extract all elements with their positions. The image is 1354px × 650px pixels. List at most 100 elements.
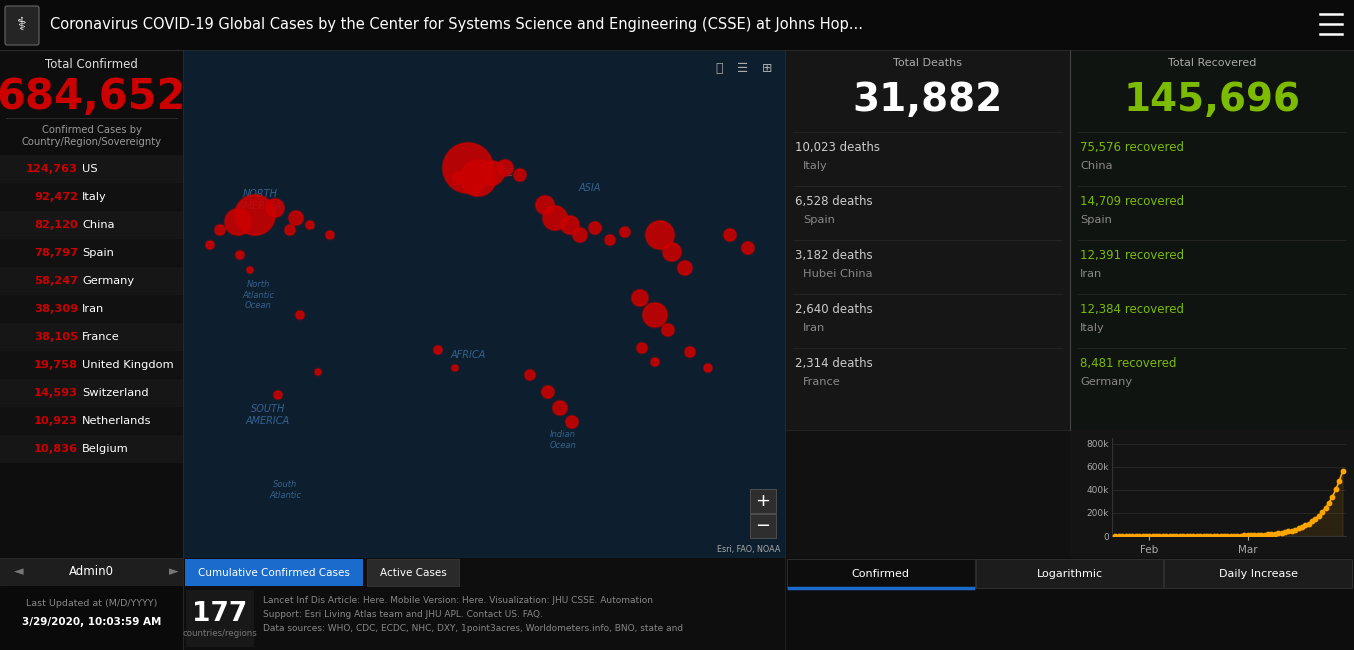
Point — [1298, 518, 1320, 528]
Circle shape — [225, 209, 250, 235]
Text: China: China — [1080, 161, 1113, 171]
Circle shape — [573, 228, 588, 242]
Point — [1308, 510, 1330, 521]
Point — [1121, 530, 1143, 541]
Circle shape — [566, 416, 578, 428]
Bar — [0, 558, 183, 585]
Text: Iran: Iran — [803, 323, 825, 333]
Point — [1200, 530, 1221, 541]
Text: +: + — [756, 492, 770, 510]
Text: 12,384 recovered: 12,384 recovered — [1080, 304, 1183, 317]
Point — [1114, 530, 1136, 541]
Text: Germany: Germany — [1080, 377, 1132, 387]
Point — [1292, 522, 1313, 532]
Text: Total Confirmed: Total Confirmed — [45, 57, 138, 70]
Text: 92,472: 92,472 — [34, 192, 79, 202]
Circle shape — [470, 185, 481, 195]
Point — [1250, 530, 1271, 540]
Circle shape — [742, 242, 754, 254]
Bar — [0, 211, 183, 239]
Circle shape — [236, 195, 275, 235]
Circle shape — [452, 172, 464, 184]
Point — [1206, 530, 1228, 541]
Text: Indian
Ocean: Indian Ocean — [550, 430, 577, 450]
Circle shape — [481, 161, 504, 185]
Bar — [367, 559, 459, 586]
Circle shape — [542, 386, 554, 398]
Point — [1319, 497, 1340, 508]
Point — [1236, 530, 1258, 541]
Point — [1281, 525, 1303, 536]
Text: 14,593: 14,593 — [34, 388, 79, 398]
Bar — [0, 155, 183, 183]
Point — [1267, 528, 1289, 538]
Bar — [183, 588, 785, 650]
Text: North
Atlantic
Ocean: North Atlantic Ocean — [242, 280, 274, 310]
Text: 684,652: 684,652 — [0, 76, 187, 118]
Circle shape — [536, 196, 554, 214]
Text: China: China — [83, 220, 115, 230]
Point — [1305, 514, 1327, 524]
Text: US: US — [83, 164, 97, 174]
Bar — [1164, 559, 1353, 588]
Text: 8,481 recovered: 8,481 recovered — [1080, 358, 1177, 370]
Text: Netherlands: Netherlands — [83, 416, 152, 426]
Point — [1261, 529, 1282, 539]
Circle shape — [215, 225, 225, 235]
Circle shape — [552, 401, 567, 415]
Bar — [185, 590, 255, 647]
Point — [1322, 491, 1343, 502]
Text: 10,023 deaths: 10,023 deaths — [795, 142, 880, 155]
Text: 3,182 deaths: 3,182 deaths — [795, 250, 872, 263]
Point — [1196, 530, 1217, 541]
Text: Esri, FAO, NOAA: Esri, FAO, NOAA — [716, 545, 780, 554]
Point — [1118, 530, 1140, 541]
Text: Spain: Spain — [1080, 215, 1112, 225]
Text: Switzerland: Switzerland — [83, 388, 149, 398]
Bar — [0, 50, 183, 650]
Text: Iran: Iran — [1080, 269, 1102, 279]
Text: Data sources: WHO, CDC, ECDC, NHC, DXY, 1point3acres, Worldometers.info, BNO, st: Data sources: WHO, CDC, ECDC, NHC, DXY, … — [263, 624, 684, 633]
Bar — [0, 379, 183, 407]
Circle shape — [605, 235, 615, 245]
Text: 58,247: 58,247 — [34, 276, 79, 286]
Point — [1332, 466, 1354, 476]
Circle shape — [651, 358, 659, 366]
Point — [1278, 526, 1300, 537]
Bar — [185, 559, 363, 586]
Text: Confirmed Cases by
Country/Region/Sovereignty: Confirmed Cases by Country/Region/Sovere… — [22, 125, 161, 147]
Point — [1186, 530, 1208, 541]
Point — [1223, 530, 1244, 541]
Point — [1148, 530, 1170, 541]
Text: France: France — [803, 377, 841, 387]
Circle shape — [543, 206, 567, 230]
Text: Last Updated at (M/D/YYYY): Last Updated at (M/D/YYYY) — [26, 599, 157, 608]
Text: Confirmed: Confirmed — [852, 569, 910, 579]
Bar — [0, 435, 183, 463]
Text: 12,391 recovered: 12,391 recovered — [1080, 250, 1185, 263]
Bar — [0, 267, 183, 295]
Text: AFRICA: AFRICA — [451, 350, 486, 360]
Point — [1274, 527, 1296, 538]
Point — [1209, 530, 1231, 541]
Point — [1141, 530, 1163, 541]
Point — [1202, 530, 1224, 541]
Point — [1263, 528, 1285, 539]
Text: 38,309: 38,309 — [34, 304, 79, 314]
Text: −: − — [756, 517, 770, 535]
Text: Total Recovered: Total Recovered — [1167, 58, 1257, 68]
Text: Admin0: Admin0 — [69, 565, 114, 578]
Bar — [0, 295, 183, 323]
Bar — [785, 558, 1354, 590]
Bar — [1070, 50, 1354, 430]
Point — [1220, 530, 1242, 541]
Circle shape — [274, 391, 282, 399]
Circle shape — [632, 290, 649, 306]
Circle shape — [620, 227, 630, 237]
Text: Italy: Italy — [1080, 323, 1105, 333]
Point — [1227, 530, 1248, 541]
Bar — [1070, 430, 1354, 558]
Circle shape — [315, 369, 321, 375]
Text: SOUTH
AMERICA: SOUTH AMERICA — [246, 404, 290, 426]
Text: ◄: ◄ — [14, 565, 23, 578]
